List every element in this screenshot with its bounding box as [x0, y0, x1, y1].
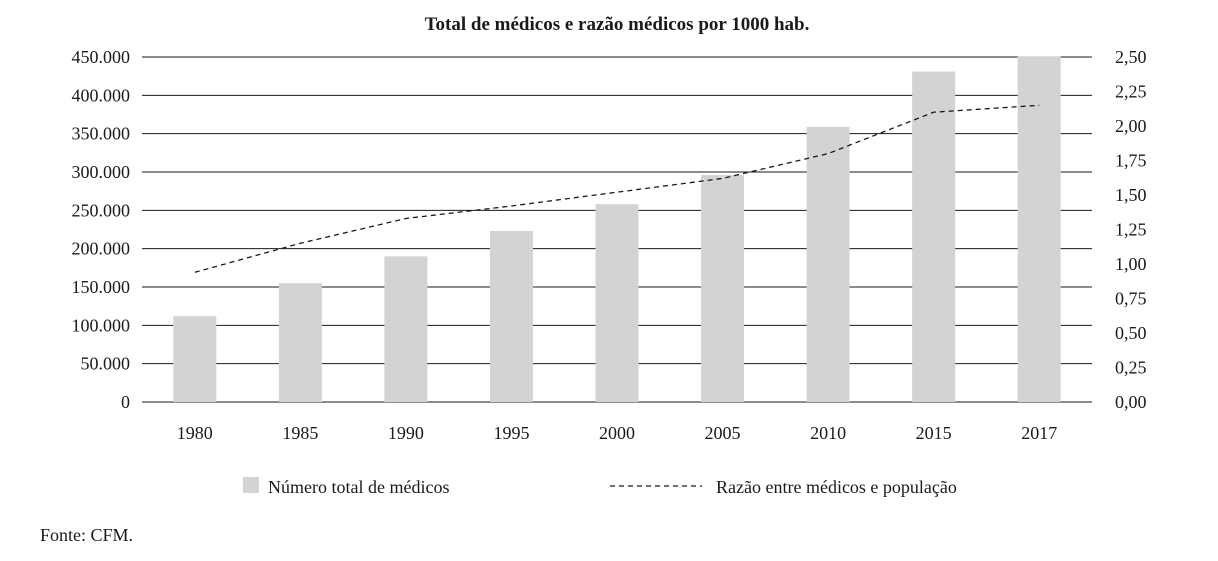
ratio-line-layer [194, 104, 1040, 273]
left-tick-label: 50.000 [81, 354, 131, 374]
x-tick-label: 2000 [599, 423, 635, 443]
left-tick-label: 250.000 [72, 200, 131, 220]
bar-1980 [173, 316, 217, 402]
right-tick-label: 0,25 [1115, 358, 1147, 378]
left-tick-label: 350.000 [72, 124, 131, 144]
right-tick-label: 0,00 [1115, 392, 1147, 412]
source-note: Fonte: CFM. [40, 525, 133, 545]
left-tick-label: 0 [121, 392, 130, 412]
chart-title: Total de médicos e razão médicos por 100… [425, 14, 810, 35]
right-tick-label: 1,50 [1115, 185, 1147, 205]
legend-bar-label: Número total de médicos [268, 477, 449, 497]
x-tick-label: 2015 [916, 423, 952, 443]
bar-2017 [1017, 56, 1061, 402]
left-tick-label: 200.000 [72, 239, 131, 259]
left-tick-label: 450.000 [72, 47, 131, 67]
x-axis-ticks: 1980 1985 1990 1995 2000 2005 2010 2015 2017 [177, 423, 1057, 443]
legend: Número total de médicos Razão entre médi… [243, 477, 957, 497]
bar-2000 [595, 204, 639, 402]
right-tick-label: 1,00 [1115, 254, 1147, 274]
ratio-line [194, 104, 1040, 273]
right-tick-label: 1,75 [1115, 151, 1147, 171]
bar-1990 [384, 256, 428, 402]
bar-2005 [701, 175, 745, 402]
x-tick-label: 2010 [810, 423, 846, 443]
bar-2015 [912, 71, 956, 403]
left-axis-ticks: 0 50.000 100.000 150.000 200.000 250.000 300.0… [72, 47, 131, 412]
bar-1985 [278, 283, 322, 402]
right-tick-label: 0,50 [1115, 323, 1147, 343]
x-tick-label: 2005 [705, 423, 741, 443]
x-tick-label: 1980 [177, 423, 213, 443]
right-tick-label: 2,00 [1115, 116, 1147, 136]
left-tick-label: 150.000 [72, 277, 131, 297]
x-tick-label: 1985 [282, 423, 318, 443]
legend-line-label: Razão entre médicos e população [716, 477, 957, 497]
left-tick-label: 100.000 [72, 315, 131, 335]
x-tick-label: 1995 [493, 423, 529, 443]
right-tick-label: 0,75 [1115, 289, 1147, 309]
x-tick-label: 2017 [1021, 423, 1057, 443]
left-tick-label: 300.000 [72, 162, 131, 182]
legend-bar-swatch [243, 477, 259, 493]
right-tick-label: 2,50 [1115, 47, 1147, 67]
left-tick-label: 400.000 [72, 85, 131, 105]
bars [173, 56, 1061, 403]
bar-1995 [489, 231, 533, 402]
bar-2010 [806, 126, 850, 403]
right-tick-label: 1,25 [1115, 220, 1147, 240]
right-axis-ticks: 0,00 0,25 0,50 0,75 1,00 1,25 1,50 1,75 2,00 2,25… [1115, 47, 1147, 412]
right-tick-label: 2,25 [1115, 82, 1147, 102]
x-tick-label: 1990 [388, 423, 424, 443]
